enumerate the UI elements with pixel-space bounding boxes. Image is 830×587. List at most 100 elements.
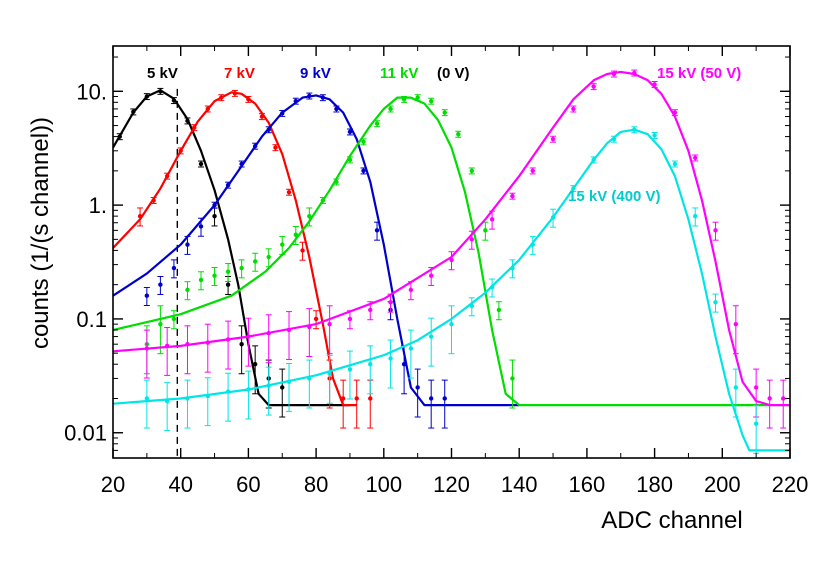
- x-tick-label: 40: [168, 472, 192, 497]
- data-point: [151, 198, 156, 203]
- data-point: [185, 242, 190, 247]
- y-tick-label: 0.01: [64, 421, 107, 446]
- y-axis-label: counts (1/(s channel)): [27, 117, 54, 349]
- data-point: [293, 232, 298, 237]
- data-point: [164, 173, 170, 179]
- data-point: [469, 168, 475, 174]
- x-tick-label: 80: [304, 472, 328, 497]
- data-point: [225, 389, 231, 394]
- data-point: [307, 376, 312, 381]
- data-point: [158, 89, 163, 94]
- data-point: [286, 327, 292, 333]
- data-point: [428, 273, 434, 278]
- data-point: [307, 213, 312, 219]
- data-point: [469, 303, 475, 309]
- data-point: [212, 273, 217, 278]
- series-5-kv: [113, 87, 350, 418]
- data-point: [300, 248, 305, 253]
- data-point: [733, 385, 739, 390]
- data-point: [185, 396, 190, 401]
- data-point: [320, 198, 326, 203]
- data-point: [347, 316, 353, 322]
- data-point: [428, 396, 434, 401]
- data-point: [354, 396, 359, 401]
- x-tick-label: 200: [704, 472, 741, 497]
- series-label: 9 kV: [300, 65, 331, 82]
- data-point: [212, 202, 217, 208]
- data-point: [239, 161, 244, 167]
- data-point: [137, 213, 143, 219]
- data-point: [171, 265, 177, 271]
- series-15-kv-400-v-: [113, 126, 790, 454]
- data-point: [131, 109, 136, 115]
- data-point: [286, 379, 292, 385]
- data-point: [672, 161, 678, 167]
- data-point: [239, 265, 244, 271]
- data-point: [652, 133, 657, 138]
- x-tick-label: 220: [772, 472, 809, 497]
- data-point: [334, 179, 339, 185]
- x-tick-label: 60: [236, 472, 260, 497]
- data-point: [483, 228, 488, 233]
- data-point: [591, 84, 596, 89]
- data-point: [266, 383, 271, 388]
- data-point: [388, 356, 393, 361]
- data-point: [246, 97, 251, 102]
- data-point: [252, 259, 258, 264]
- data-point: [571, 186, 576, 191]
- data-point: [327, 321, 332, 327]
- fit-curve: [113, 89, 350, 407]
- data-point: [225, 337, 231, 342]
- data-point: [225, 182, 231, 188]
- x-tick-label: 20: [101, 472, 125, 497]
- data-point: [415, 95, 420, 100]
- data-point: [280, 242, 285, 247]
- x-tick-label: 140: [501, 472, 538, 497]
- data-point: [550, 215, 556, 220]
- data-point: [510, 265, 515, 271]
- data-point: [442, 110, 447, 115]
- data-point: [347, 367, 353, 372]
- data-point: [198, 161, 204, 167]
- data-point: [374, 228, 380, 233]
- series-label: 5 kV: [147, 65, 178, 82]
- data-point: [144, 346, 150, 351]
- data-point: [158, 282, 163, 287]
- data-point: [327, 371, 332, 376]
- data-point: [713, 300, 718, 305]
- data-point: [733, 321, 739, 327]
- data-point: [428, 334, 434, 339]
- data-point: [239, 341, 244, 347]
- data-point: [449, 321, 454, 327]
- data-point: [266, 127, 271, 132]
- data-point: [361, 168, 366, 174]
- data-point: [713, 228, 718, 233]
- data-point: [185, 287, 190, 293]
- data-point: [781, 396, 786, 401]
- data-point: [347, 129, 353, 135]
- data-point: [307, 93, 312, 99]
- data-point: [219, 95, 224, 100]
- data-point: [164, 398, 170, 404]
- data-point: [185, 118, 190, 124]
- x-tick-label: 180: [636, 472, 673, 497]
- data-point: [347, 157, 353, 163]
- data-point: [232, 91, 238, 96]
- data-point: [496, 307, 502, 313]
- y-tick-label: 0.1: [76, 307, 107, 332]
- data-point: [198, 224, 204, 229]
- data-point: [205, 106, 210, 112]
- y-tick-label: 10.: [76, 79, 107, 104]
- series-15-kv-50-v-: [113, 69, 790, 429]
- data-point: [401, 362, 407, 367]
- data-point: [510, 376, 515, 381]
- series-label: 15 kV (400 V): [568, 188, 661, 205]
- data-point: [368, 362, 373, 367]
- series-label: 15 kV (50 V): [657, 65, 741, 82]
- data-point: [171, 316, 177, 322]
- data-point: [246, 387, 251, 392]
- data-point: [225, 269, 231, 274]
- series-7-kv: [113, 89, 374, 429]
- data-point: [510, 193, 515, 199]
